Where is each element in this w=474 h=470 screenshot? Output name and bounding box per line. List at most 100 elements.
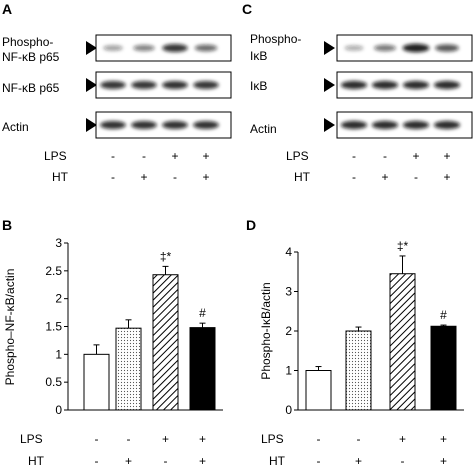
blot-band <box>193 120 219 130</box>
condition-mark: - <box>352 149 356 163</box>
condition-mark: + <box>162 432 169 446</box>
condition-mark: - <box>317 454 321 468</box>
y-tick-label: 1.5 <box>45 320 62 334</box>
condition-mark: - <box>357 432 361 446</box>
blot-band <box>433 120 461 130</box>
bar-solid <box>430 325 457 411</box>
condition-mark: + <box>202 149 209 163</box>
condition-mark: + <box>381 170 388 184</box>
panel-label-C: C <box>242 1 252 17</box>
blot-arrow-icon <box>86 118 97 132</box>
condition-mark: - <box>317 432 321 446</box>
bar-chart-panel-b: 0 0.5 1 1.5 2 2.5 3 Phospho–NF-κB/actin ‡* # LPS - -… <box>3 236 223 468</box>
panel-label-D: D <box>246 217 256 233</box>
condition-mark: + <box>399 432 406 446</box>
y-tick-label: 2 <box>285 324 292 338</box>
blot-band <box>162 120 188 130</box>
condition-mark: - <box>173 170 177 184</box>
condition-mark: + <box>199 432 206 446</box>
condition-label-lps: LPS <box>286 149 309 163</box>
y-tick-label: 4 <box>285 245 292 259</box>
condition-mark: - <box>414 170 418 184</box>
y-tick-label: 3 <box>285 285 292 299</box>
condition-mark: + <box>140 170 147 184</box>
blot-band <box>402 43 430 53</box>
condition-mark: + <box>125 454 132 468</box>
y-tick-label: 0 <box>55 403 62 417</box>
blot-band <box>340 120 368 130</box>
bar-dotted <box>115 327 142 411</box>
blot-band <box>433 80 461 90</box>
condition-mark: + <box>443 170 450 184</box>
blot-band <box>100 81 126 89</box>
condition-label-lps: LPS <box>20 432 43 446</box>
bar-dotted <box>345 330 372 411</box>
condition-mark: + <box>440 432 447 446</box>
bar-open <box>305 370 332 411</box>
significance-marker: # <box>199 306 206 320</box>
blot-band <box>371 80 399 90</box>
y-tick-label: 0 <box>285 403 292 417</box>
blot-label-a-0-line-0: Phospho- <box>2 35 53 49</box>
bar-hatched <box>389 273 416 411</box>
blot-band <box>194 44 218 52</box>
blot-label-c-0-line-0: Phospho- <box>250 32 301 46</box>
blot-band <box>131 81 157 89</box>
condition-label-ht: HT <box>28 454 45 468</box>
blot-band <box>162 44 188 52</box>
condition-mark: - <box>352 170 356 184</box>
y-axis-title: Phospho–NF-κB/actin <box>3 269 17 386</box>
y-tick-label: 1 <box>285 364 292 378</box>
condition-label-ht: HT <box>294 170 311 184</box>
blot-band <box>435 44 459 52</box>
y-tick-label: 1 <box>55 347 62 361</box>
blot-label-c-0-line-1: IκB <box>250 49 267 63</box>
y-tick-label: 2.5 <box>45 264 62 278</box>
blot-arrow-icon <box>324 118 335 132</box>
condition-label-ht: HT <box>52 170 69 184</box>
y-tick-label: 3 <box>55 236 62 250</box>
condition-mark: - <box>111 149 115 163</box>
condition-mark: - <box>164 454 168 468</box>
blot-label-a-0-line-1: NF-κB p65 <box>2 50 60 64</box>
condition-mark: + <box>171 149 178 163</box>
panel-label-A: A <box>2 1 12 17</box>
blot-band <box>402 120 430 130</box>
blot-label-a-1-line-0: NF-κB p65 <box>2 81 60 95</box>
y-tick-label: 2 <box>55 292 62 306</box>
condition-mark: + <box>412 149 419 163</box>
condition-mark: + <box>443 149 450 163</box>
y-axis-title: Phospho-IκB/actin <box>259 282 273 379</box>
condition-mark: - <box>383 149 387 163</box>
condition-mark: - <box>142 149 146 163</box>
blot-band <box>374 44 396 52</box>
western-blot-panel-c: Phospho- IκB IκB Actin LPS - - + + HT - + - + <box>250 32 473 184</box>
condition-mark: - <box>401 454 405 468</box>
condition-mark: + <box>199 454 206 468</box>
blot-band <box>371 120 399 130</box>
bar-chart-panel-d: 0 1 2 3 4 Phospho-IκB/actin ‡* # LPS - - + + HT - + - + <box>259 239 464 468</box>
significance-marker: ‡* <box>397 239 409 253</box>
condition-label-lps: LPS <box>261 432 284 446</box>
blot-label-c-1-line-0: IκB <box>250 79 267 93</box>
condition-mark: + <box>202 170 209 184</box>
blot-label-a-2-line-0: Actin <box>2 120 29 134</box>
blot-band <box>193 81 219 89</box>
blot-arrow-icon <box>324 41 335 55</box>
condition-mark: + <box>440 454 447 468</box>
blot-arrow-icon <box>86 78 97 92</box>
blot-band <box>103 45 123 51</box>
condition-mark: - <box>127 432 131 446</box>
panel-label-B: B <box>2 217 12 233</box>
blot-band <box>133 44 155 52</box>
blot-band <box>402 80 430 90</box>
condition-label-lps: LPS <box>44 149 67 163</box>
significance-marker: # <box>440 308 447 322</box>
bar-hatched <box>152 274 179 411</box>
significance-marker: ‡* <box>160 249 172 263</box>
bar-solid <box>189 327 216 411</box>
condition-label-ht: HT <box>269 454 286 468</box>
blot-band <box>344 45 364 51</box>
condition-mark: - <box>95 454 99 468</box>
